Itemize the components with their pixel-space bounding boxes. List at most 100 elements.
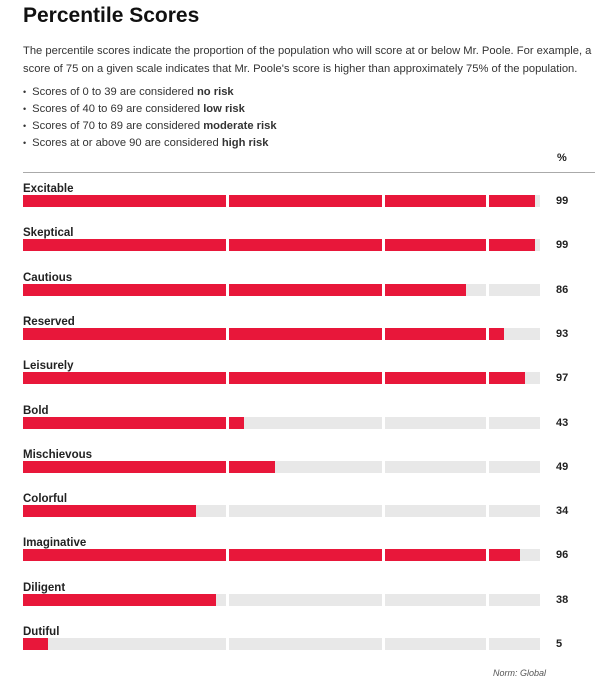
legend-item: Scores of 0 to 39 are considered no risk: [23, 84, 277, 101]
bar-band: [384, 195, 487, 207]
scale-label: Excitable: [23, 183, 74, 195]
bar-band: [23, 505, 227, 518]
bar-band: [489, 283, 540, 296]
bar-band: [229, 195, 382, 207]
divider: [23, 172, 595, 173]
bar-band: [229, 505, 382, 518]
bar-band: [489, 505, 540, 518]
bar-band: [384, 505, 487, 518]
bar-fill: [23, 239, 227, 252]
score-value: 34: [556, 505, 569, 518]
bar-band: [384, 372, 487, 385]
bar-fill: [384, 283, 466, 296]
score-bar: [23, 638, 540, 650]
score-bar: [23, 327, 540, 340]
bar-band: [229, 638, 382, 650]
bar-fill: [229, 283, 382, 296]
score-row: Leisurely 97: [23, 360, 598, 400]
score-value: 5: [556, 638, 563, 650]
score-bar: [23, 416, 540, 429]
score-bar: [23, 372, 540, 385]
score-bar: [23, 460, 540, 473]
bar-band: [229, 460, 382, 473]
bar-fill: [229, 460, 275, 473]
bar-fill: [489, 549, 520, 562]
norm-label: Norm: Global: [493, 668, 547, 678]
score-row: Colorful 34: [23, 493, 598, 533]
bar-fill: [23, 283, 227, 296]
bar-fill: [23, 638, 49, 650]
scale-label: Mischievous: [23, 448, 93, 461]
legend-risk-level: no risk: [196, 86, 234, 98]
bar-fill: [229, 195, 382, 207]
bar-band: [23, 549, 227, 562]
bar-fill: [23, 416, 227, 429]
bar-fill: [384, 195, 487, 207]
bar-band: [229, 372, 382, 385]
bar-fill: [489, 327, 505, 340]
bar-band: [489, 460, 540, 473]
legend-text: Scores of 70 to 89 are considered: [32, 120, 204, 132]
legend-risk-level: low risk: [203, 103, 245, 115]
scale-label: Reserved: [23, 315, 75, 328]
bar-band: [384, 239, 487, 252]
score-row: Bold 43: [23, 405, 598, 445]
bar-band: [489, 372, 540, 385]
bar-band: [489, 593, 540, 606]
bar-band: [23, 460, 227, 473]
intro-text: The percentile scores indicate the propo…: [23, 45, 592, 75]
score-bar: [23, 283, 540, 296]
score-row: Excitable 99: [23, 183, 598, 223]
legend-text: Scores of 0 to 39 are considered: [32, 86, 197, 98]
bar-band: [229, 239, 382, 252]
scale-label: Cautious: [23, 271, 73, 284]
bar-band: [229, 549, 382, 562]
bar-band: [384, 283, 487, 296]
bar-band: [229, 283, 382, 296]
legend-item: Scores of 40 to 69 are considered low ri…: [23, 101, 277, 118]
bar-fill: [229, 327, 382, 340]
score-value: 97: [556, 372, 569, 385]
bar-fill: [23, 327, 227, 340]
bar-band: [23, 593, 227, 606]
bar-fill: [23, 195, 227, 207]
bar-fill: [229, 416, 245, 429]
bar-fill: [229, 372, 382, 385]
score-value: 96: [556, 549, 569, 562]
bar-fill: [229, 239, 382, 252]
bar-fill: [23, 372, 227, 385]
scale-label: Imaginative: [23, 537, 87, 550]
bar-band: [384, 416, 487, 429]
bar-fill: [23, 460, 227, 473]
score-bar: [23, 195, 540, 207]
score-row: Mischievous 49: [23, 449, 598, 489]
score-row: Dutiful 5: [23, 626, 598, 666]
score-value: 99: [556, 239, 569, 252]
score-row: Imaginative 96: [23, 537, 598, 577]
score-bar: [23, 239, 540, 252]
legend-risk-level: high risk: [221, 137, 269, 149]
bar-fill: [384, 372, 487, 385]
bar-band: [23, 327, 227, 340]
bar-band: [23, 416, 227, 429]
bar-fill: [384, 549, 487, 562]
bar-band: [229, 416, 382, 429]
page-title: Percentile Scores: [23, 4, 200, 27]
bar-band: [23, 195, 227, 207]
bar-fill: [229, 549, 382, 562]
bar-band: [23, 638, 227, 650]
bar-fill: [489, 372, 525, 385]
score-value: 49: [556, 460, 569, 473]
bar-band: [384, 593, 487, 606]
scale-label: Diligent: [23, 581, 66, 594]
bar-band: [489, 327, 540, 340]
bar-band: [489, 638, 540, 650]
legend-text: Scores at or above 90 are considered: [32, 137, 222, 149]
bar-band: [229, 593, 382, 606]
scale-label: Colorful: [23, 493, 68, 506]
bar-band: [229, 327, 382, 340]
score-value: 38: [556, 593, 569, 606]
bar-fill: [384, 327, 487, 340]
bar-fill: [23, 593, 217, 606]
score-value: 43: [556, 416, 569, 429]
